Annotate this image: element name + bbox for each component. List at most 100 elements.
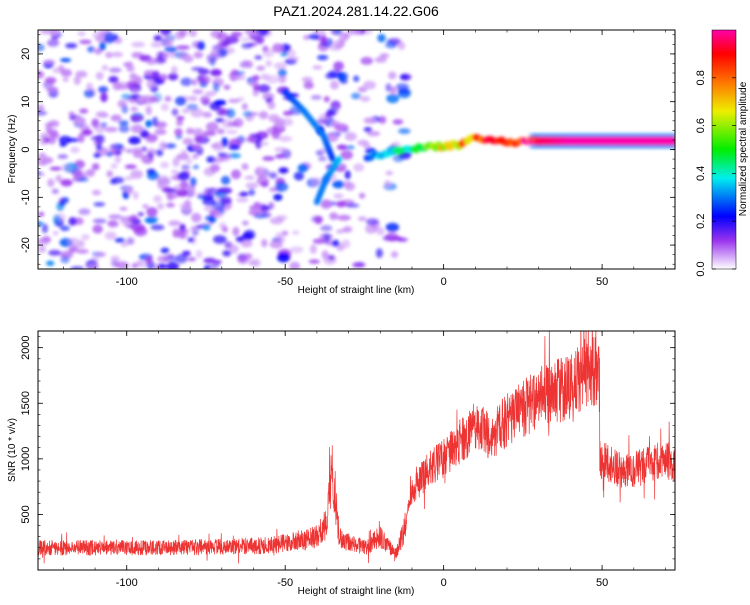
heatmap-cell [192, 164, 199, 170]
heatmap-cell [148, 96, 159, 103]
heatmap-cell [159, 73, 168, 82]
heatmap-cell [276, 215, 288, 221]
heatmap-cell [45, 127, 53, 132]
heatmap-cell [41, 223, 49, 234]
heatmap-cell [312, 177, 323, 187]
heatmap-cell [164, 46, 178, 53]
heatmap-cell [73, 75, 81, 85]
heatmap-cell [175, 134, 183, 140]
heatmap-cell [228, 144, 241, 151]
heatmap-cell [47, 178, 55, 188]
heatmap-cell [121, 93, 132, 100]
heatmap-cell [38, 43, 45, 52]
heatmap-cell [221, 40, 233, 45]
heatmap-cell [92, 224, 103, 234]
heatmap-cell [247, 260, 256, 266]
heatmap-cell [182, 250, 191, 257]
heatmap-cell [326, 109, 336, 117]
heatmap-cell [357, 139, 369, 146]
heatmap-cell [376, 227, 385, 236]
heatmap-cell [120, 241, 129, 247]
heatmap-cell [192, 89, 204, 95]
heatmap-cell [91, 163, 100, 171]
heatmap-cell [71, 168, 83, 177]
heatmap-cell [86, 82, 93, 91]
heatmap-cell [134, 260, 144, 266]
heatmap-cell [392, 119, 404, 125]
colorbar: 0.0 0.2 0.4 0.6 0.8 Normalized spectral ampl… [695, 29, 749, 277]
heatmap-cell [254, 55, 263, 60]
snr-series-line [38, 331, 675, 564]
heatmap-cell [385, 222, 400, 232]
heatmap-cell [209, 164, 220, 173]
heatmap-x-label: Height of straight line (km) [298, 285, 415, 296]
heatmap-cell [108, 214, 123, 220]
heatmap-cell [151, 116, 159, 127]
heatmap-cell [123, 221, 131, 228]
heatmap-cell [378, 115, 387, 124]
heatmap-cell [267, 100, 276, 110]
heatmap-cell [191, 40, 202, 49]
heatmap-cell [79, 108, 89, 114]
heatmap-cell [173, 184, 186, 193]
heatmap-cell [81, 129, 93, 135]
heatmap-cell [103, 31, 114, 42]
heatmap-cell [392, 154, 405, 163]
heatmap-cell [345, 145, 355, 150]
heatmap-cell [385, 41, 397, 49]
heatmap-cell [70, 266, 85, 269]
heatmap-cell [57, 154, 69, 159]
heatmap-cell [67, 248, 76, 253]
heatmap-cell [365, 218, 380, 226]
heatmap-cell [109, 178, 118, 185]
heatmap-cell [278, 74, 287, 84]
heatmap-cell [43, 136, 51, 143]
heatmap-cell [215, 118, 225, 123]
heatmap-cell [105, 51, 113, 59]
heatmap-cell [86, 168, 96, 177]
heatmap-cell [55, 174, 63, 183]
heatmap-cell [186, 185, 194, 190]
heatmap-cell [185, 158, 193, 165]
heatmap-cell [248, 80, 259, 87]
heatmap-cell [301, 76, 313, 83]
heatmap-cell [146, 80, 156, 89]
colorbar-gradient [712, 30, 736, 269]
heatmap-cell [91, 189, 102, 196]
heatmap-cell [206, 156, 216, 161]
heatmap-cell [333, 193, 344, 199]
heatmap-cell [303, 34, 310, 41]
heatmap-cell [108, 67, 122, 73]
snr-x-label: Height of straight line (km) [298, 586, 415, 597]
y-tick-label: 10 [20, 96, 32, 108]
heatmap-cell [221, 119, 233, 129]
heatmap-cell [347, 30, 362, 35]
heatmap-cell [210, 68, 222, 77]
heatmap-cell [330, 80, 339, 90]
heatmap-cell [78, 208, 91, 215]
heatmap-cell [232, 226, 240, 237]
heatmap-cell [106, 170, 114, 178]
heatmap-cell [87, 46, 95, 53]
heatmap-cell [268, 202, 275, 210]
heatmap-cell [218, 187, 233, 195]
heatmap-cell [363, 117, 378, 124]
snr-y-label: SNR (10 * v/v) [7, 418, 18, 482]
heatmap-cell [287, 56, 299, 62]
heatmap-cell [319, 233, 334, 241]
heatmap-cell [385, 170, 394, 176]
heatmap-cell [242, 253, 253, 260]
x-tick-label: -100 [116, 276, 138, 288]
heatmap-cell [379, 53, 390, 59]
heatmap-cell [297, 163, 309, 173]
heatmap-cell [83, 89, 95, 98]
heatmap-cell [186, 103, 199, 111]
heatmap-cell [51, 34, 59, 40]
heatmap-cell [245, 182, 259, 189]
heatmap-cell [38, 70, 45, 79]
heatmap-cell [130, 106, 138, 112]
heatmap-cell [228, 153, 241, 159]
heatmap-cell [187, 257, 196, 262]
heatmap-cell [225, 129, 238, 135]
heatmap-cell [230, 31, 243, 37]
